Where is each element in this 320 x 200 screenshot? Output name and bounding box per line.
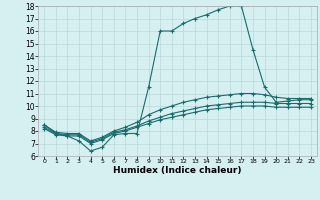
X-axis label: Humidex (Indice chaleur): Humidex (Indice chaleur) (113, 166, 242, 175)
